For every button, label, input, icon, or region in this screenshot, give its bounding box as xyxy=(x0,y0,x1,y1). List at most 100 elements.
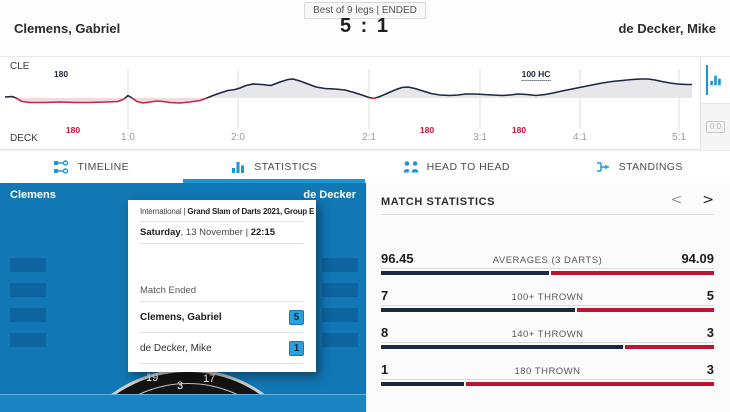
start-time: 22:15 xyxy=(250,227,276,238)
match-statistics-panel: MATCH STATISTICS < > 96.45 AVERAGES (3 DA… xyxy=(366,183,730,412)
popup-divider xyxy=(140,221,304,222)
stat-bar-right xyxy=(551,271,714,275)
tab-statistics[interactable]: STATISTICS xyxy=(183,151,366,183)
competition-prefix: International xyxy=(140,207,182,216)
stat-bar-fragment xyxy=(10,283,46,297)
board-player-right: de Decker xyxy=(303,189,356,201)
stat-bar-left xyxy=(381,271,550,275)
stat-label: 140+ THROWN xyxy=(511,329,584,340)
match-info-popup: International | Grand Slam of Darts 2021… xyxy=(128,200,316,372)
stat-value-left: 7 xyxy=(381,288,389,303)
stat-row: 7 100+ THROWN 5 xyxy=(381,288,714,312)
board-panel-bottom-strip xyxy=(0,394,366,412)
stat-underline xyxy=(381,268,714,269)
stat-row-text: 1 180 THROWN 3 xyxy=(381,362,714,377)
stats-title: MATCH STATISTICS xyxy=(381,196,496,208)
stat-row-text: 7 100+ THROWN 5 xyxy=(381,288,714,303)
tab-timeline[interactable]: TIMELINE xyxy=(0,151,183,183)
competition-line: International | Grand Slam of Darts 2021… xyxy=(140,207,314,216)
score-marker: 180 xyxy=(65,125,81,135)
date-rest: , 13 November | xyxy=(180,227,251,238)
active-view-indicator xyxy=(706,65,708,95)
timeline-chart-section: CLE DECK 1:0 2:0 2:1 3:1 4:1 5:1 180 100 HC 180 1… xyxy=(0,57,730,150)
x-axis-tick: 2:0 xyxy=(231,132,245,143)
timeline-icon xyxy=(53,159,69,175)
date-line: Saturday, 13 November | 22:15 xyxy=(140,227,304,238)
stat-bar-left xyxy=(381,345,624,349)
stat-bar-left xyxy=(381,382,465,386)
chevron-left-icon[interactable]: < xyxy=(670,192,683,208)
stat-value-left: 96.45 xyxy=(381,251,414,266)
board-panel: Clemens de Decker 19 3 17 International | … xyxy=(0,183,366,412)
match-format-badge: Best of 9 legs | ENDED xyxy=(304,2,426,19)
bar-chart-icon xyxy=(708,73,723,87)
stats-header: MATCH STATISTICS < > xyxy=(381,192,714,210)
match-header: Best of 9 legs | ENDED Clemens, Gabriel … xyxy=(0,0,730,57)
popup-player-score-badge: 1 xyxy=(289,340,304,356)
stat-row: 8 140+ THROWN 3 xyxy=(381,325,714,349)
tab-standings[interactable]: STANDINGS xyxy=(548,151,730,183)
x-axis-tick: 4:1 xyxy=(573,132,587,143)
x-axis-tick: 1:0 xyxy=(121,132,135,143)
score-marker: 180 xyxy=(53,69,69,79)
stat-value-right: 94.09 xyxy=(681,251,714,266)
tab-head-to-head[interactable]: HEAD TO HEAD xyxy=(365,151,548,183)
stat-underline xyxy=(381,342,714,343)
popup-player-row: Clemens, Gabriel 5 xyxy=(140,307,304,327)
popup-divider xyxy=(140,363,304,364)
bar-chart-icon xyxy=(230,159,246,175)
popup-player-row: de Decker, Mike 1 xyxy=(140,338,304,358)
tab-label: HEAD TO HEAD xyxy=(426,161,510,173)
chart-view-switcher: 0:0 xyxy=(700,57,730,150)
board-player-left: Clemens xyxy=(10,189,56,201)
x-axis-tick: 3:1 xyxy=(473,132,487,143)
chevron-right-icon[interactable]: > xyxy=(702,192,714,208)
popup-player-name: Clemens, Gabriel xyxy=(140,311,222,323)
popup-divider xyxy=(140,301,304,302)
stat-bar-fragment xyxy=(322,283,358,297)
stat-label: 100+ THROWN xyxy=(511,292,584,303)
stat-bar-right xyxy=(625,345,714,349)
stat-underline xyxy=(381,305,714,306)
stat-bar-fragment xyxy=(322,308,358,322)
tab-label: TIMELINE xyxy=(77,161,130,173)
popup-player-score-badge: 5 xyxy=(289,309,304,325)
tab-bar: TIMELINE STATISTICS HEAD TO HEAD STANDINGS xyxy=(0,150,730,183)
stat-value-left: 8 xyxy=(381,325,389,340)
competition-name: Grand Slam of Darts 2021, Group E xyxy=(187,207,315,216)
stat-bar xyxy=(381,382,714,386)
player-name-left: Clemens, Gabriel xyxy=(14,21,121,36)
chart-view-statistics-button[interactable] xyxy=(701,57,730,103)
stat-value-right: 3 xyxy=(706,362,714,377)
stat-bar-fragment xyxy=(10,308,46,322)
stats-pager: < > xyxy=(671,192,714,208)
popup-spacer xyxy=(140,249,304,285)
score-marker: 180 xyxy=(419,125,435,135)
tab-label: STATISTICS xyxy=(254,161,318,173)
active-tab-indicator xyxy=(182,179,365,183)
player-name-right: de Decker, Mike xyxy=(618,21,716,36)
popup-player-name: de Decker, Mike xyxy=(140,342,212,354)
score-chip: 0:0 xyxy=(705,121,726,133)
match-score: 5 : 1 xyxy=(339,15,391,37)
score-marker: 100 HC xyxy=(521,69,551,81)
stat-row: 96.45 AVERAGES (3 DARTS) 94.09 xyxy=(381,251,714,275)
stat-label: 180 THROWN xyxy=(514,366,581,377)
people-icon xyxy=(403,159,419,175)
stat-bar-left xyxy=(381,308,576,312)
stat-value-right: 5 xyxy=(706,288,714,303)
stat-label: AVERAGES (3 DARTS) xyxy=(492,255,603,266)
popup-divider xyxy=(140,243,304,244)
dartboard-number: 3 xyxy=(177,380,184,392)
dartboard-number: 17 xyxy=(203,373,216,385)
dartboard-number: 19 xyxy=(146,372,159,384)
timeline-chart-plot[interactable]: CLE DECK 1:0 2:0 2:1 3:1 4:1 5:1 180 100 HC 180 1… xyxy=(0,57,700,150)
score-marker: 180 xyxy=(511,125,527,135)
chart-view-score-button[interactable]: 0:0 xyxy=(701,103,730,150)
x-axis-tick: 2:1 xyxy=(362,132,376,143)
stat-bar-fragment xyxy=(322,333,358,347)
stat-bar-fragment xyxy=(322,258,358,272)
competition-separator: | xyxy=(181,207,188,216)
date-day: Saturday xyxy=(140,227,181,238)
